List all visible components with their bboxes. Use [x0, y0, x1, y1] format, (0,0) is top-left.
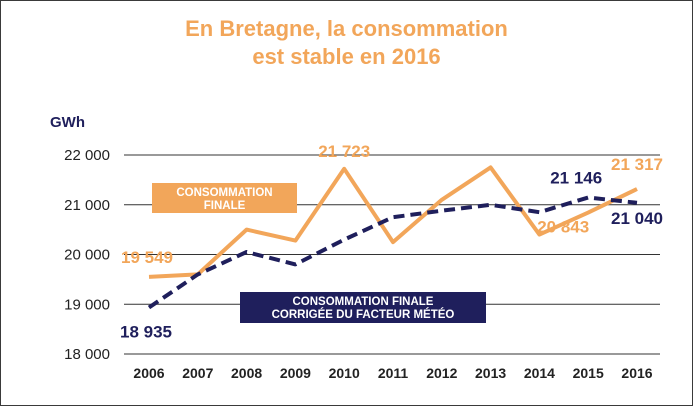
x-tick-label: 2008 [231, 365, 262, 381]
x-tick-label: 2011 [378, 365, 409, 381]
data-label: 21 723 [318, 142, 370, 161]
data-label: 21 040 [611, 209, 663, 228]
x-tick-label: 2009 [280, 365, 311, 381]
legend-finale-line2: FINALE [204, 200, 246, 212]
y-tick-label: 18 000 [64, 346, 110, 363]
data-label: 18 935 [120, 322, 172, 341]
x-tick-label: 2015 [573, 365, 604, 381]
y-tick-label: 20 000 [64, 247, 110, 264]
legend-finale: CONSOMMATION FINALE [152, 183, 297, 213]
x-tick-label: 2007 [182, 365, 213, 381]
chart-title-line2: est stable en 2016 [252, 44, 441, 69]
y-tick-label: 19 000 [64, 296, 110, 313]
x-tick-label: 2012 [426, 365, 457, 381]
x-tick-label: 2016 [621, 365, 652, 381]
data-label: 21 317 [611, 155, 663, 174]
x-tick-label: 2013 [475, 365, 506, 381]
data-label: 20 843 [537, 218, 589, 237]
x-tick-label: 2010 [329, 365, 360, 381]
series-line-corrigee [147, 195, 638, 310]
legend-finale-box [152, 183, 297, 213]
legend-corrigee-line1: CONSOMMATION FINALE [293, 296, 434, 308]
y-tick-label: 22 000 [64, 147, 110, 164]
y-tick-label: 21 000 [64, 197, 110, 214]
legend-finale-line1: CONSOMMATION [176, 187, 272, 199]
x-tick-label: 2014 [524, 365, 555, 381]
data-label: 19 549 [121, 248, 173, 267]
legend-corrigee-line2: CORRIGÉE DU FACTEUR MÉTÉO [272, 308, 455, 321]
chart-title-line1: En Bretagne, la consommation [185, 16, 508, 41]
x-tick-label: 2006 [133, 365, 164, 381]
y-axis-unit: GWh [50, 114, 85, 131]
data-label: 21 146 [550, 168, 602, 187]
legend-corrigee: CONSOMMATION FINALE CORRIGÉE DU FACTEUR … [240, 292, 486, 323]
legend-corrigee-box [240, 292, 486, 323]
